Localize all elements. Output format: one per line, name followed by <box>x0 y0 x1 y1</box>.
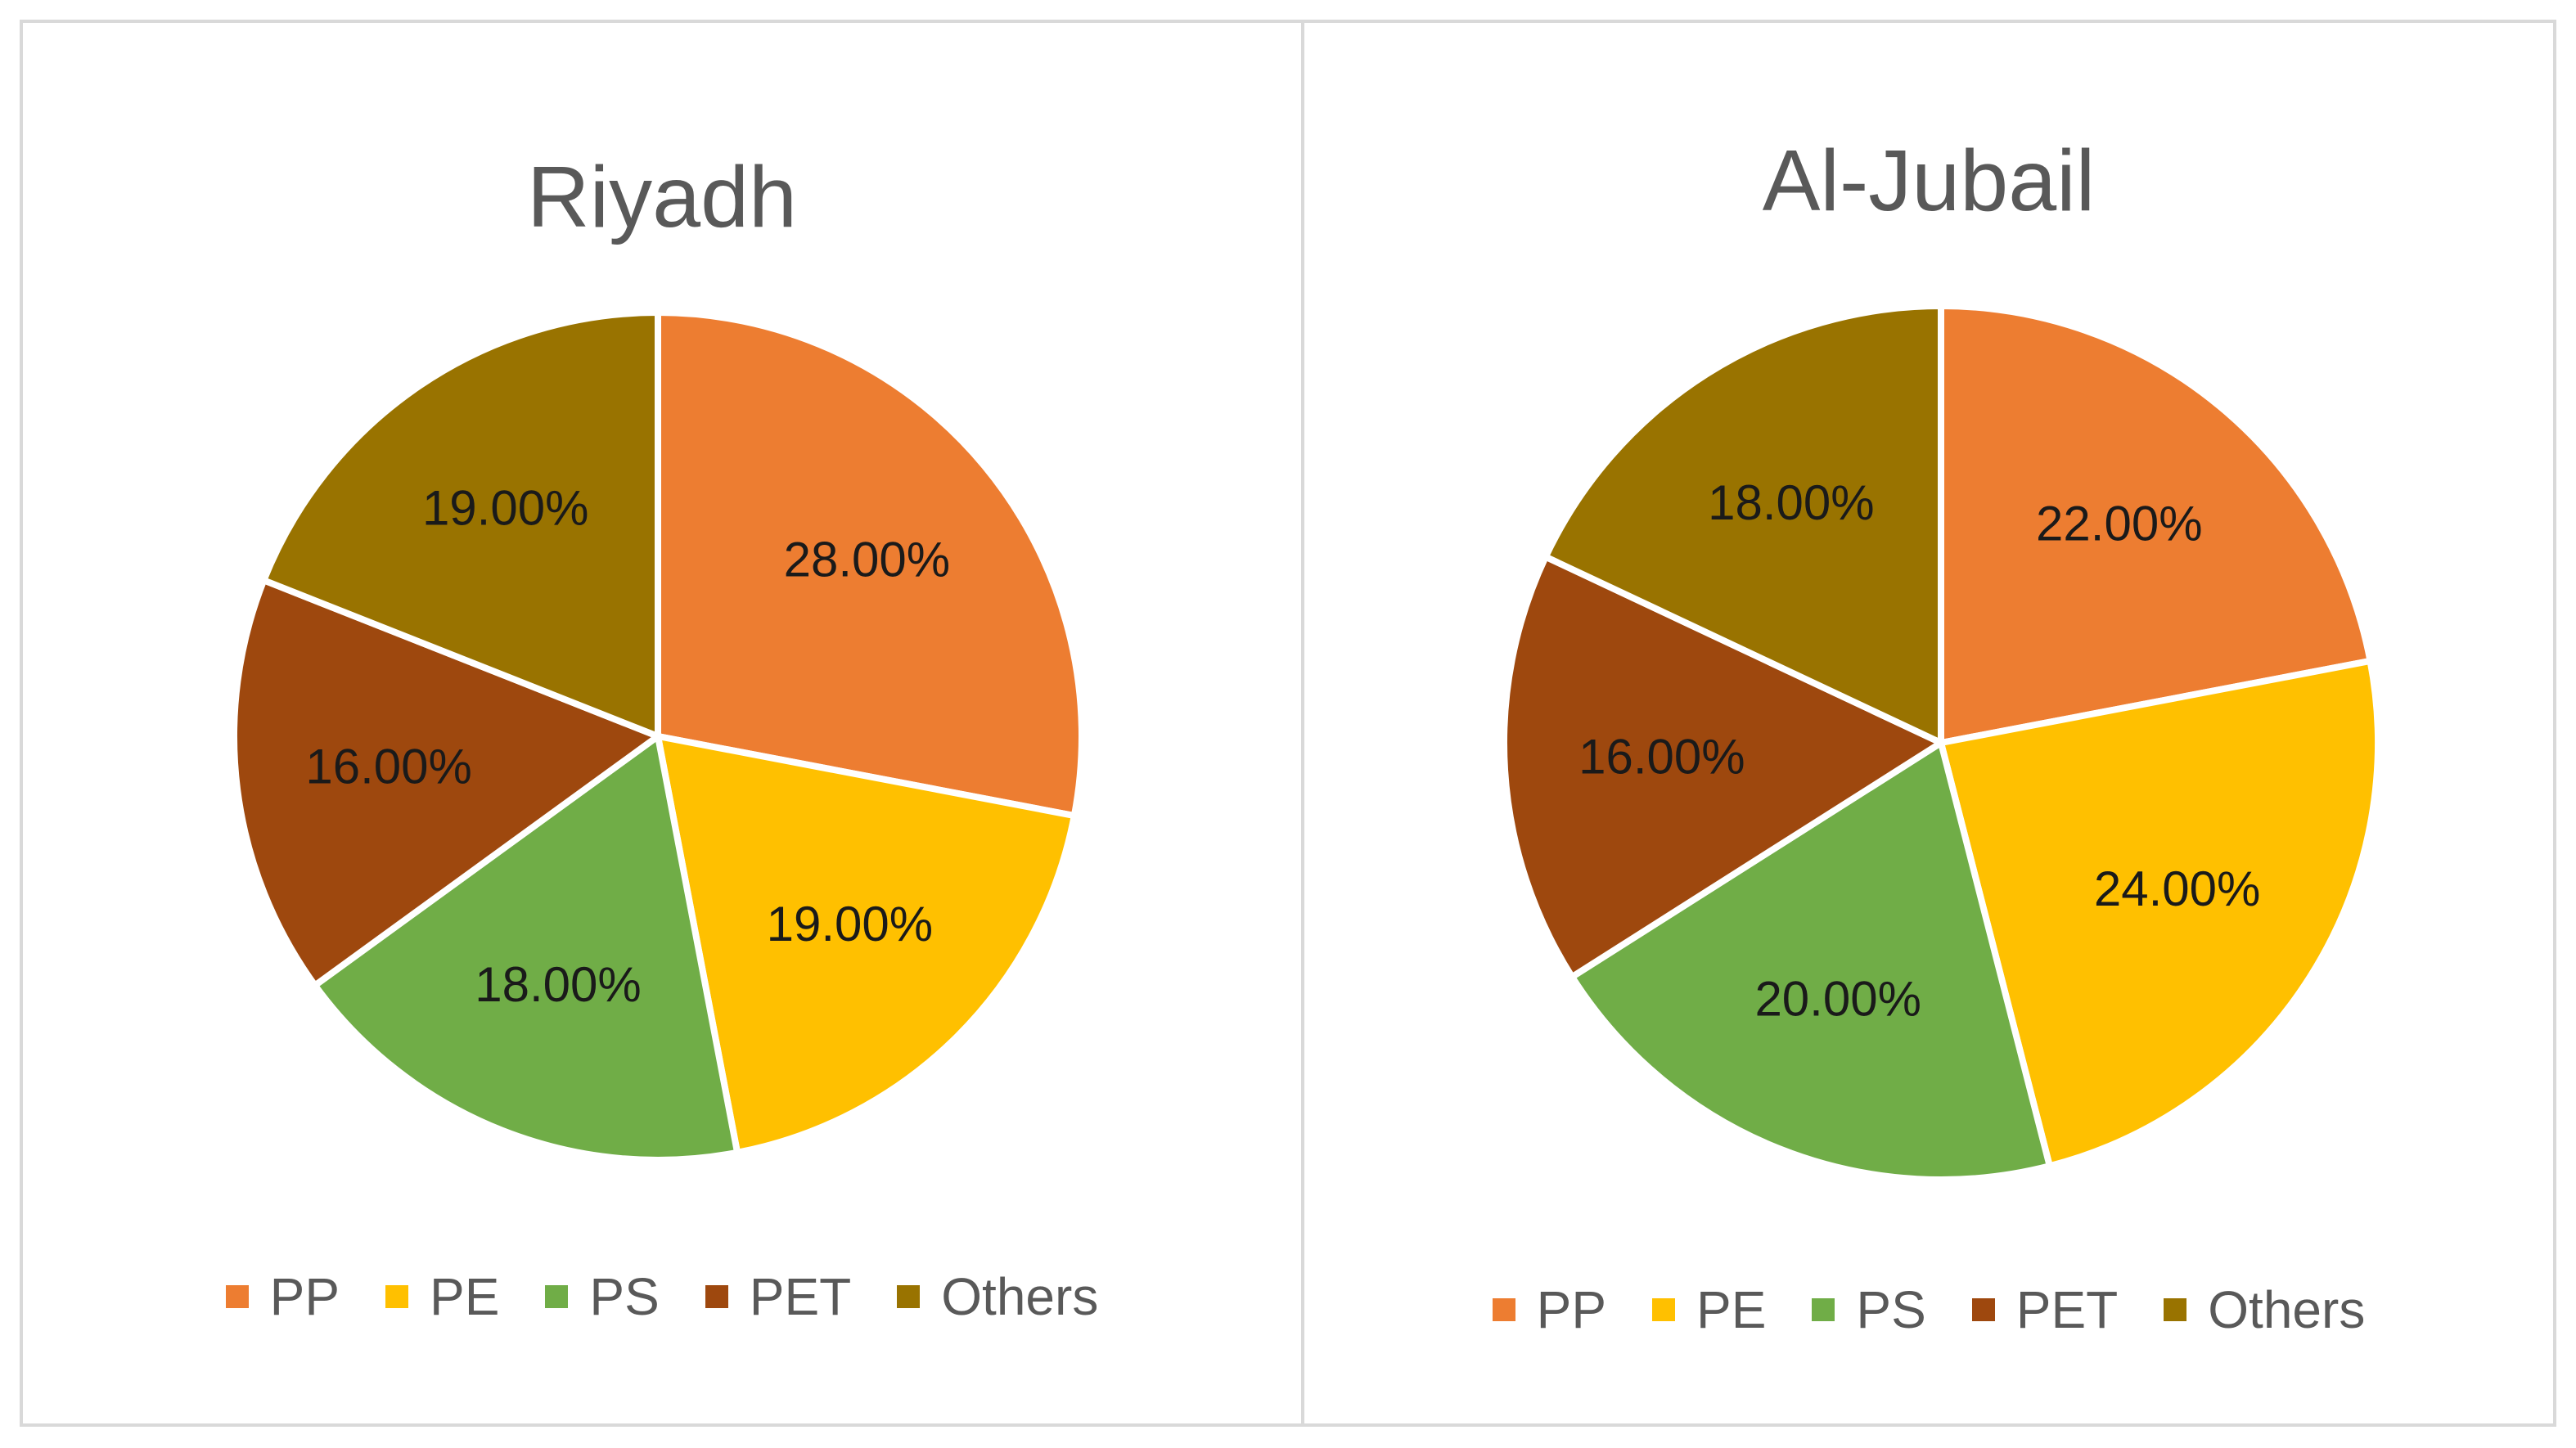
legend-item-ps: PS <box>545 1266 660 1327</box>
legend-label: PE <box>430 1267 500 1326</box>
legend-item-pp: PP <box>225 1266 340 1327</box>
legend-swatch <box>1492 1298 1515 1321</box>
legend-swatch <box>225 1285 249 1308</box>
legend-swatch <box>385 1285 409 1308</box>
legend-item-pet: PET <box>1971 1279 2119 1340</box>
pie-slice-ps <box>1569 740 2053 1183</box>
legend-label: PP <box>1536 1280 1607 1339</box>
pie-slice-pet <box>1501 553 1944 981</box>
pie-chart-riyadh: 28.00% 19.00% 18.00% 16.00% 19.00% <box>231 309 1085 1163</box>
legend-item-pe: PE <box>385 1266 499 1327</box>
legend: PP PE PS PET Others <box>1304 1279 2553 1340</box>
legend: PP PE PS PET Others <box>23 1266 1301 1327</box>
chart-title: Riyadh <box>527 149 797 245</box>
legend-item-others: Others <box>2164 1279 2365 1340</box>
legend-item-pe: PE <box>1652 1279 1766 1340</box>
pie-slice-ps <box>311 733 741 1163</box>
data-label-others: 19.00% <box>422 481 589 536</box>
data-label-pp: 22.00% <box>2036 497 2203 551</box>
pie-slice-others <box>1542 303 1944 746</box>
data-label-others: 18.00% <box>1708 475 1875 530</box>
data-label-pp: 28.00% <box>784 533 951 587</box>
legend-swatch <box>705 1285 728 1308</box>
legend-label: PE <box>1696 1280 1767 1339</box>
pie-chart-al-jubail: 22.00% 24.00% 20.00% 16.00% 18.00% <box>1501 303 2381 1183</box>
pie-slice-others <box>260 309 661 740</box>
pie-slice-pp <box>655 309 1085 820</box>
pie-slice-pe <box>1938 657 2381 1170</box>
legend-label: PET <box>749 1267 852 1326</box>
legend-swatch <box>897 1285 921 1308</box>
chart-panel-al-jubail: 22.00% 24.00% 20.00% 16.00% 18.00% Al-Jubail… <box>1301 20 2556 1427</box>
legend-item-ps: PS <box>1812 1279 1926 1340</box>
legend-swatch <box>1971 1298 1995 1321</box>
pie-slice-pp <box>1938 303 2374 746</box>
legend-swatch <box>545 1285 569 1308</box>
legend-swatch <box>1812 1298 1835 1321</box>
legend-swatch <box>2164 1298 2187 1321</box>
legend-item-pet: PET <box>705 1266 851 1327</box>
legend-label: Others <box>941 1267 1099 1326</box>
chart-panel-riyadh: 28.00% 19.00% 18.00% 16.00% 19.00% Riyadh PP… <box>20 20 1304 1427</box>
chart-title: Al-Jubail <box>1762 133 2096 229</box>
pie-slice-pe <box>655 733 1078 1156</box>
data-label-pe: 24.00% <box>2094 861 2261 916</box>
data-label-pe: 19.00% <box>767 897 934 951</box>
legend-label: PET <box>2015 1280 2119 1339</box>
legend-label: PP <box>269 1267 340 1326</box>
legend-label: Others <box>2208 1280 2366 1339</box>
legend-item-pp: PP <box>1492 1279 1607 1340</box>
data-label-pet: 16.00% <box>1578 729 1745 784</box>
data-label-ps: 20.00% <box>1754 972 1921 1027</box>
data-label-pet: 16.00% <box>305 739 472 794</box>
legend-label: PS <box>589 1267 660 1326</box>
data-label-ps: 18.00% <box>475 957 642 1012</box>
legend-label: PS <box>1856 1280 1926 1339</box>
legend-swatch <box>1652 1298 1676 1321</box>
pie-slice-pet <box>231 577 661 989</box>
legend-item-others: Others <box>897 1266 1098 1327</box>
